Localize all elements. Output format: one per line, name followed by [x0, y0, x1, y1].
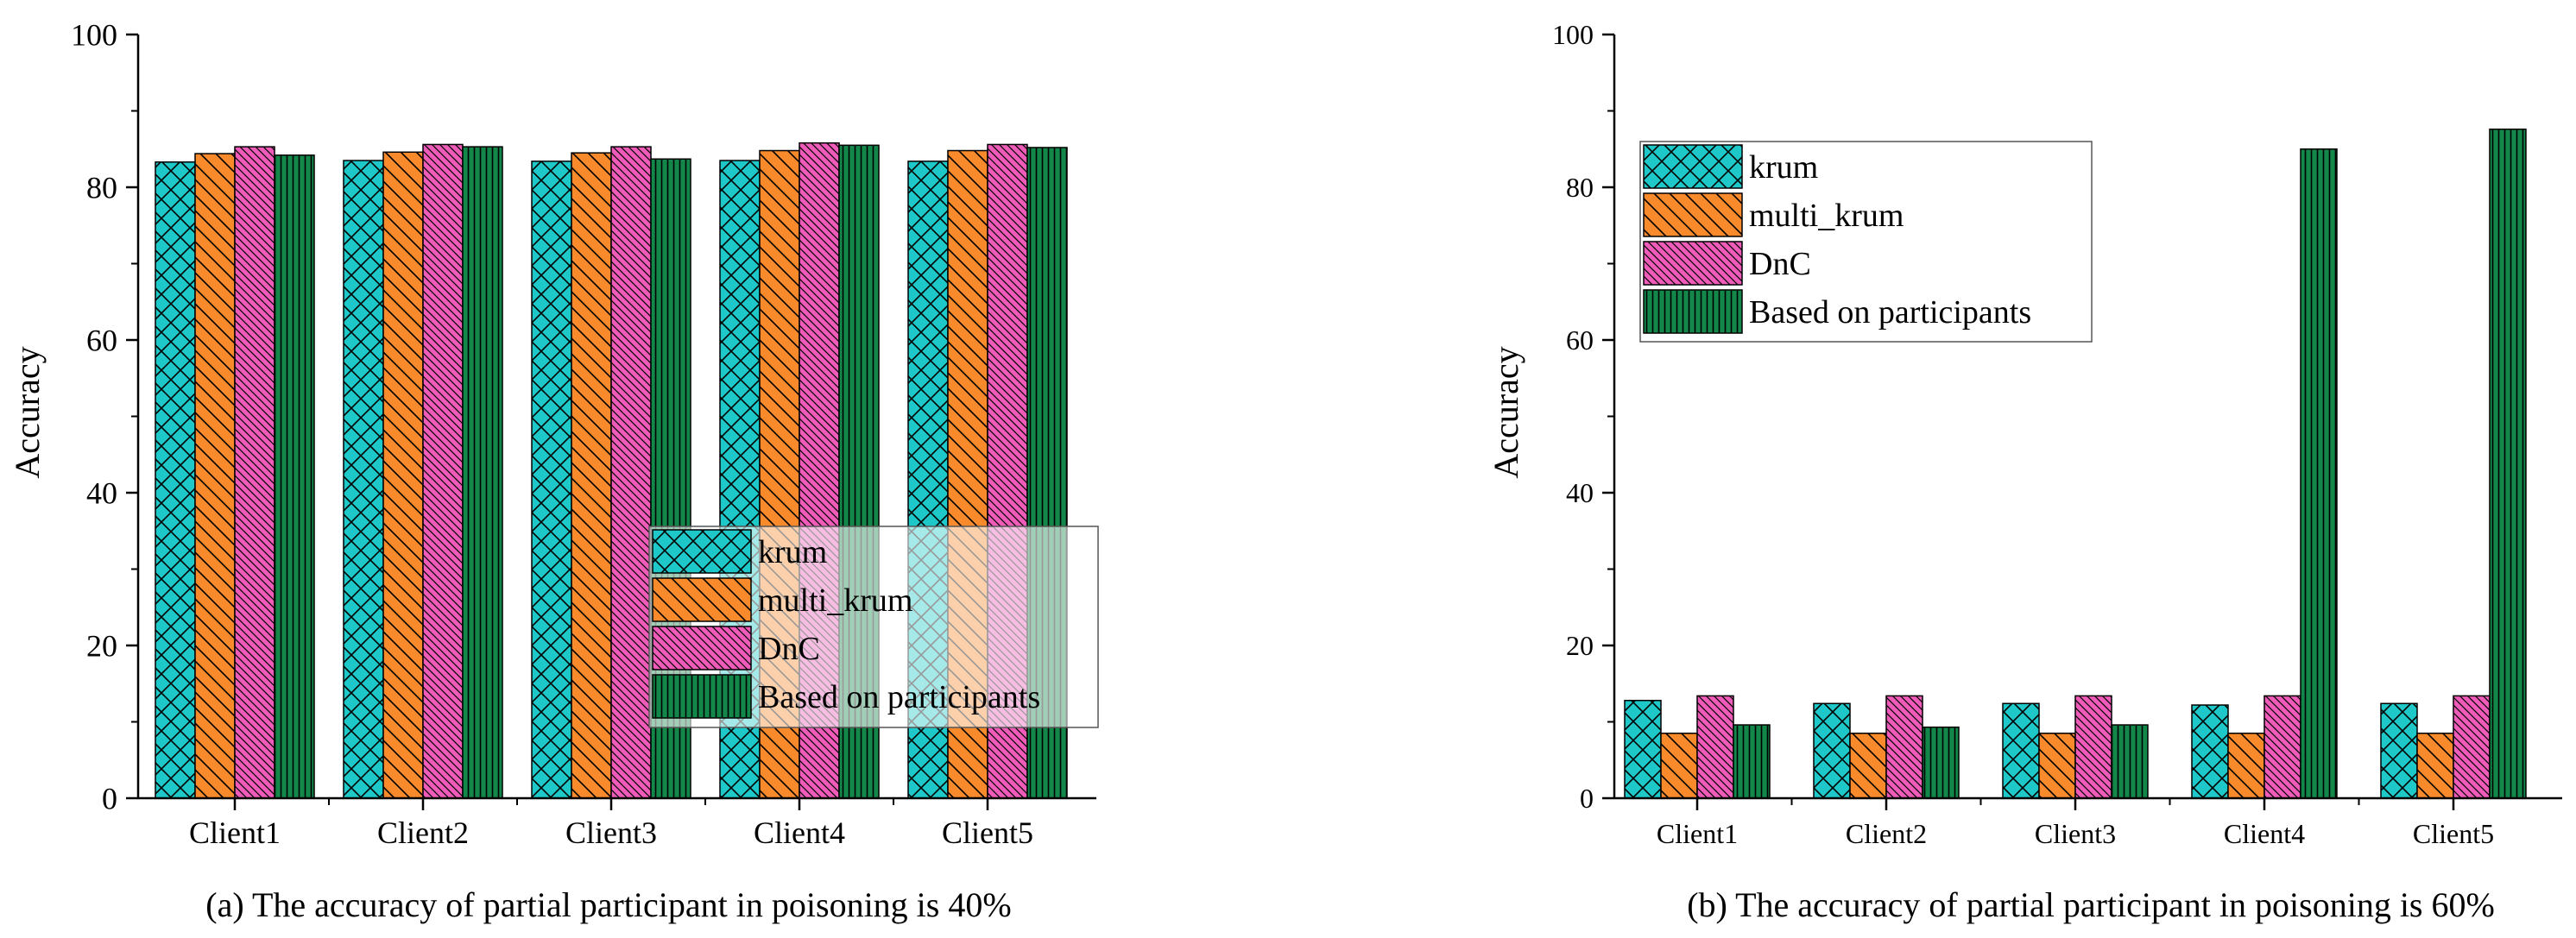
legend-label-dnc: DnC — [1749, 246, 1811, 282]
y-tick-label: 20 — [1566, 630, 1594, 661]
legend-label-based-on-participants: Based on participants — [1749, 294, 2031, 331]
bar-dnc-client3 — [2074, 695, 2112, 799]
bar-dnc-client1 — [1696, 695, 1734, 799]
bar-krum-client3 — [2002, 702, 2040, 799]
bar-krum-client2 — [1813, 702, 1851, 799]
x-tick-label-client2: Client2 — [377, 815, 469, 850]
bar-dnc-client5 — [2453, 695, 2491, 799]
y-tick-label: 80 — [86, 171, 117, 205]
y-tick-label: 60 — [86, 324, 117, 358]
x-tick-label-client2: Client2 — [1846, 818, 1927, 849]
legend-swatch-dnc — [652, 626, 752, 670]
chart-b-legend: krum multi_krum DnC Based on participants — [1639, 141, 2093, 343]
legend-swatch-based-on-participants — [1643, 289, 1743, 334]
bar-based-on-participants-client3 — [2111, 724, 2149, 799]
y-tick-label: 40 — [86, 476, 117, 511]
bar-krum-client4 — [2191, 704, 2229, 799]
y-tick-label: 100 — [1552, 19, 1594, 50]
bar-krum-client1 — [155, 161, 196, 799]
x-tick-label-client1: Client1 — [189, 815, 281, 850]
legend-label-based-on-participants: Based on participants — [758, 679, 1040, 715]
y-tick-label: 0 — [102, 782, 117, 816]
bar-multi-krum-client3 — [2038, 733, 2076, 799]
bar-dnc-client3 — [610, 146, 652, 799]
chart-a-legend: krum multi_krum DnC Based on participants — [648, 526, 1099, 728]
chart-a-axes: 0 20 40 60 80 100 Client1 Client2 Client3 Client4… — [71, 18, 1096, 850]
legend-label-multi-krum: multi_krum — [758, 582, 912, 619]
x-tick-label-client3: Client3 — [2035, 818, 2116, 849]
bar-based-on-participants-client4 — [2300, 148, 2338, 799]
bar-dnc-client1 — [234, 146, 275, 799]
bar-multi-krum-client4 — [2227, 733, 2265, 799]
legend-label-krum: krum — [1749, 149, 1818, 186]
bar-dnc-client4 — [2263, 695, 2301, 799]
chart-a-ylabel: Accuracy — [8, 346, 47, 478]
y-tick-label: 40 — [1566, 477, 1594, 508]
bar-multi-krum-client5 — [2416, 733, 2454, 799]
legend-label-multi-krum: multi_krum — [1749, 198, 1904, 234]
y-tick-label: 60 — [1566, 324, 1594, 356]
bar-krum-client5 — [2380, 702, 2418, 799]
y-tick-label: 80 — [1566, 172, 1594, 203]
y-tick-label: 100 — [71, 18, 117, 53]
bar-dnc-client2 — [422, 143, 464, 799]
y-tick-label: 0 — [1580, 783, 1594, 814]
bar-krum-client3 — [531, 161, 572, 799]
chart-a-caption: (a) The accuracy of partial participant … — [205, 885, 1011, 924]
legend-swatch-krum — [652, 529, 752, 574]
x-tick-label-client3: Client3 — [565, 815, 657, 850]
bar-krum-client1 — [1624, 699, 1662, 799]
chart-b-axes: 0 20 40 60 80 100 Client1 Client2 Client3 Client4… — [1552, 19, 2562, 849]
x-tick-label-client1: Client1 — [1657, 818, 1738, 849]
bar-based-on-participants-client2 — [462, 146, 503, 799]
x-tick-label-client5: Client5 — [2413, 818, 2494, 849]
bar-multi-krum-client1 — [194, 153, 236, 799]
legend-swatch-krum — [1643, 144, 1743, 189]
bar-krum-client2 — [343, 160, 384, 799]
x-tick-label-client4: Client4 — [754, 815, 845, 850]
legend-swatch-multi-krum — [652, 577, 752, 622]
legend-swatch-multi-krum — [1643, 192, 1743, 237]
chart-b-bars — [1624, 128, 2527, 799]
bar-dnc-client2 — [1885, 695, 1923, 799]
chart-b-caption: (b) The accuracy of partial participant … — [1687, 885, 2495, 924]
bar-multi-krum-client2 — [1849, 733, 1887, 799]
bar-multi-krum-client3 — [571, 152, 612, 799]
chart-b: 0 20 40 60 80 100 Client1 Client2 Client3 Client4… — [1487, 19, 2562, 924]
legend-label-dnc: DnC — [758, 631, 820, 667]
x-tick-label-client5: Client5 — [942, 815, 1033, 850]
bar-based-on-participants-client5 — [2489, 128, 2527, 799]
bar-based-on-participants-client1 — [1733, 724, 1771, 799]
legend-label-krum: krum — [758, 534, 827, 570]
bar-based-on-participants-client1 — [274, 154, 315, 799]
chart-b-ylabel: Accuracy — [1487, 346, 1525, 478]
x-tick-label-client4: Client4 — [2224, 818, 2305, 849]
legend-swatch-based-on-participants — [652, 674, 752, 719]
bar-multi-krum-client1 — [1660, 733, 1698, 799]
bar-multi-krum-client2 — [382, 151, 424, 799]
bar-based-on-participants-client2 — [1922, 726, 1960, 799]
chart-a: 0 20 40 60 80 100 Client1 Client2 Client3 Client4… — [8, 18, 1099, 924]
legend-swatch-dnc — [1643, 241, 1743, 286]
y-tick-label: 20 — [86, 629, 117, 664]
